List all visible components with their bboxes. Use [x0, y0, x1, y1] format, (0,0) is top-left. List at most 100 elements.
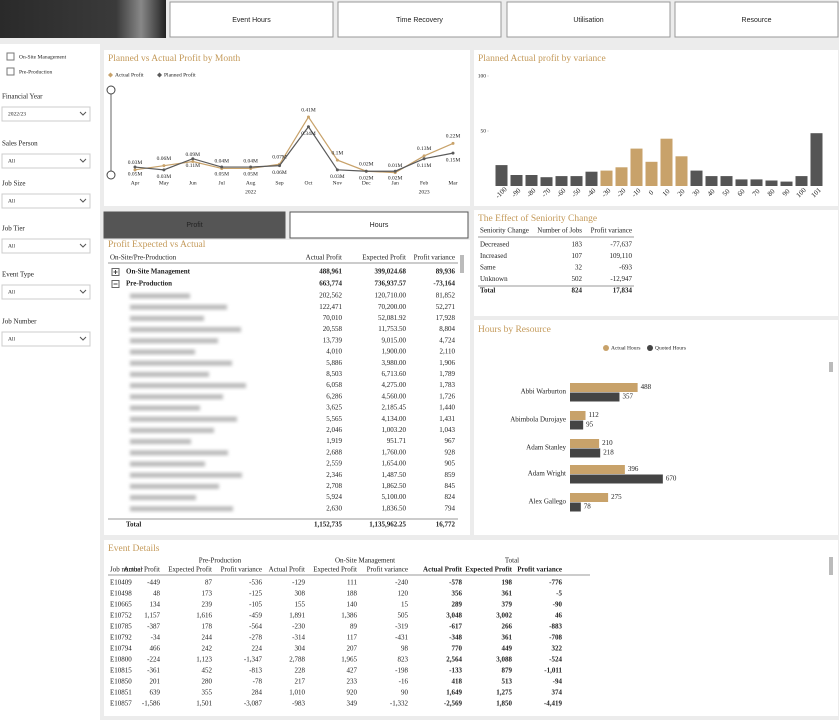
cell: 1,789: [439, 370, 455, 378]
blurred-name: [130, 338, 218, 344]
x-tick-label: Mar: [448, 180, 457, 186]
cell: -90: [553, 601, 563, 609]
nav-button[interactable]: [674, 1, 839, 38]
slider-handle[interactable]: [106, 85, 116, 95]
slicer-label: Job Tier: [2, 225, 25, 233]
cell: 6,713.60: [382, 370, 407, 378]
cell: 13,739: [323, 336, 343, 344]
column-header: Job number: [110, 566, 144, 574]
toggle-label: Profit: [186, 222, 202, 229]
column-header: Profit variance: [591, 227, 632, 235]
chevron: [79, 243, 87, 248]
scrollbar[interactable]: [829, 362, 833, 372]
cell: 322: [552, 645, 563, 653]
data-label: 210: [602, 439, 613, 447]
cell: 5,924: [326, 493, 342, 501]
cell: 1,850: [496, 700, 512, 708]
data-label: 112: [589, 411, 600, 419]
cell: -693: [619, 264, 632, 272]
cell: 244: [202, 634, 213, 642]
legend-marker: [157, 72, 162, 78]
bar: [735, 179, 748, 186]
cell: 823: [398, 656, 409, 664]
cell: E10815: [110, 667, 132, 675]
cell: 1,919: [326, 437, 342, 445]
scrollbar[interactable]: [460, 255, 464, 273]
nav-button[interactable]: [337, 1, 502, 38]
bar: [585, 171, 598, 186]
cell: 16,772: [436, 521, 456, 529]
x-tick-label: 70: [751, 187, 762, 198]
chart-title: Planned vs Actual Profit by Month: [108, 53, 240, 64]
cell: 513: [502, 678, 513, 686]
bar: [570, 420, 584, 430]
cell: 202,562: [319, 292, 342, 300]
cell: 1,123: [196, 656, 212, 664]
panel: [104, 50, 470, 206]
cell: -1,011: [544, 667, 562, 675]
slicer-box[interactable]: [1, 106, 91, 122]
cell: 242: [202, 645, 213, 653]
cell: E10498: [110, 590, 132, 598]
cell: 905: [445, 460, 456, 468]
cell: -314: [292, 634, 305, 642]
bar: [570, 176, 583, 186]
slicer-box[interactable]: [1, 153, 91, 169]
legend-label: Actual Profit: [115, 71, 144, 78]
scrollbar[interactable]: [829, 557, 833, 575]
cell: 1,440: [439, 404, 455, 412]
column-header: Profit variance: [414, 254, 455, 262]
cell: -617: [449, 623, 462, 631]
cell: 4,560.00: [382, 392, 407, 400]
cell: 928: [445, 448, 456, 456]
cell: 1,386: [341, 612, 357, 620]
cell: 2,110: [440, 348, 456, 356]
bar: [645, 161, 658, 186]
slicer-box[interactable]: [1, 193, 91, 209]
point: [162, 164, 166, 168]
cell: E10857: [110, 700, 132, 708]
column-header: Expected Profit: [465, 566, 512, 574]
slicer-value: All: [8, 289, 16, 295]
cell: 9,015.00: [382, 336, 407, 344]
slider-handle[interactable]: [106, 170, 116, 180]
x-tick-label: 0: [647, 188, 655, 196]
point: [162, 168, 166, 172]
x-tick-label: Jun: [189, 180, 197, 186]
cell: 374: [552, 689, 563, 697]
x-tick-label: Jul: [219, 180, 226, 186]
cell: 6,286: [326, 392, 342, 400]
cell: 663,774: [319, 280, 342, 288]
cell: 3,048: [446, 612, 462, 620]
cell: 770: [452, 645, 463, 653]
cell: 15: [401, 601, 409, 609]
cell: 109,110: [610, 252, 633, 260]
toggle-button[interactable]: [103, 211, 286, 239]
cell: 1,783: [439, 381, 455, 389]
group-label: On-Site Management: [126, 268, 191, 276]
cell: -198: [395, 667, 408, 675]
point: [133, 168, 137, 172]
column-header: On-Site/Pre-Production: [110, 254, 177, 262]
toggle-button[interactable]: [289, 211, 469, 239]
checkbox[interactable]: [6, 67, 15, 76]
cell: 2,788: [289, 656, 305, 664]
slicer-box[interactable]: [1, 238, 91, 254]
slicer-box[interactable]: [1, 331, 91, 347]
cell: E10785: [110, 623, 132, 631]
checkbox[interactable]: [6, 52, 15, 61]
x-tick-label: Jan: [392, 180, 400, 186]
cell: 1,965: [341, 656, 357, 664]
nav-button[interactable]: [506, 1, 671, 38]
cell: -387: [147, 623, 160, 631]
cell: -12,947: [610, 275, 632, 283]
cell: 3,088: [496, 656, 512, 664]
cell: 3,625: [326, 404, 342, 412]
slicer-box[interactable]: [1, 284, 91, 300]
cell: -319: [395, 623, 408, 631]
point: [133, 165, 137, 169]
cell: 449: [502, 645, 513, 653]
nav-button[interactable]: [169, 1, 334, 38]
cell: 399,024.68: [375, 268, 407, 276]
